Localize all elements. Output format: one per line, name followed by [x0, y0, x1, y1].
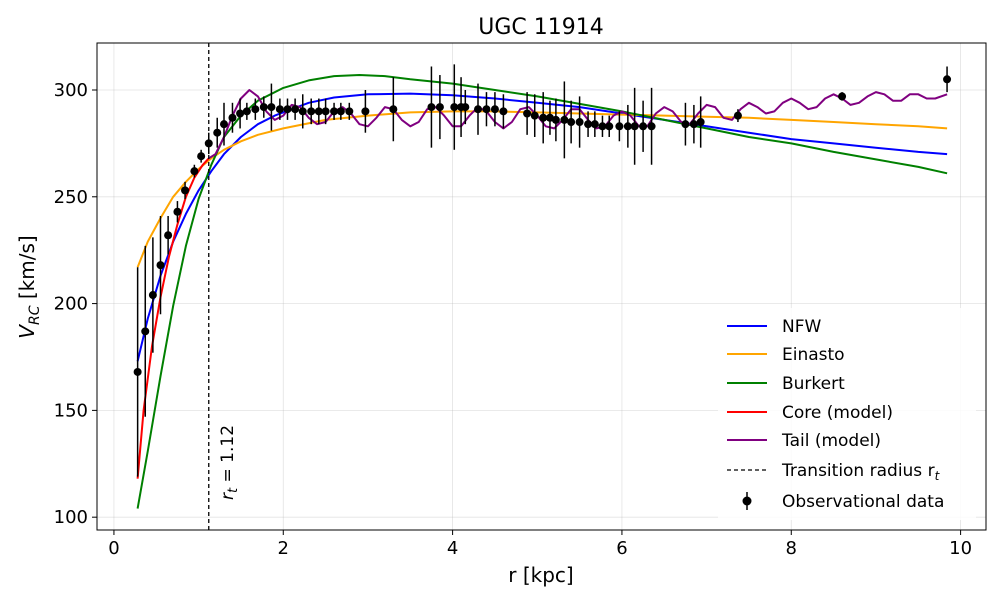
- data-point: [689, 120, 698, 129]
- x-tick-label: 6: [616, 538, 627, 559]
- data-point: [336, 107, 345, 116]
- data-point: [298, 107, 307, 116]
- data-point: [164, 231, 173, 240]
- data-point: [251, 105, 260, 114]
- data-point: [181, 186, 190, 195]
- data-point: [598, 122, 607, 131]
- data-point: [427, 103, 436, 112]
- data-point: [615, 122, 624, 131]
- data-point: [197, 152, 206, 161]
- data-point: [291, 105, 300, 114]
- data-point: [474, 105, 482, 114]
- data-point: [242, 107, 251, 116]
- data-point: [539, 113, 548, 122]
- y-tick-label: 300: [54, 80, 88, 101]
- data-point: [435, 103, 444, 112]
- y-tick-label: 250: [54, 187, 88, 208]
- data-point: [575, 118, 584, 127]
- data-point: [314, 107, 323, 116]
- data-point: [330, 107, 339, 116]
- data-point: [307, 107, 316, 116]
- data-point: [204, 139, 213, 148]
- data-point: [681, 120, 690, 129]
- grid: [97, 43, 986, 530]
- legend-label-einasto: Einasto: [782, 345, 845, 365]
- series-line-burkert: [136, 74, 948, 509]
- x-axis-label: r [kpc]: [508, 563, 573, 587]
- plot-frame: [96, 42, 987, 531]
- data-point: [943, 75, 952, 84]
- data-point: [283, 105, 292, 114]
- data-point: [345, 107, 354, 116]
- data-point: [275, 105, 284, 114]
- series-line-einasto: [136, 110, 948, 268]
- legend-label-burkert: Burkert: [782, 374, 845, 394]
- data-point: [647, 122, 656, 131]
- data-point: [361, 107, 370, 116]
- data-point: [551, 115, 560, 124]
- data-point: [461, 103, 470, 112]
- data-point: [605, 122, 614, 131]
- x-tick-label: 2: [278, 538, 289, 559]
- legend-label-transition: Transition radius rt: [781, 461, 941, 483]
- legend-label-observations: Observational data: [782, 492, 944, 512]
- data-point: [523, 109, 532, 118]
- data-point: [213, 128, 222, 137]
- legend: NFW Einasto Burkert Core (model) Tail (m…: [718, 308, 976, 520]
- data-point: [630, 122, 639, 131]
- data-point: [450, 103, 459, 112]
- series-line-nfw: [136, 92, 948, 362]
- data-point: [530, 111, 539, 120]
- y-tick-label: 150: [54, 400, 88, 421]
- data-point: [733, 111, 742, 120]
- x-axis-ticks: 0 2 4 6 8 10: [108, 530, 972, 559]
- legend-box: [718, 308, 976, 520]
- data-point: [236, 109, 245, 118]
- data-point: [220, 120, 228, 129]
- data-point: [389, 105, 398, 114]
- data-point: [141, 327, 150, 336]
- data-point: [156, 261, 165, 270]
- y-tick-label: 200: [54, 294, 88, 315]
- data-point: [259, 103, 268, 112]
- observational-data: [133, 64, 952, 477]
- y-tick-label: 100: [54, 507, 88, 528]
- data-point: [623, 122, 632, 131]
- data-point: [267, 103, 276, 112]
- x-tick-label: 4: [447, 538, 458, 559]
- transition-radius-annotation: rt = 1.12: [218, 425, 241, 500]
- data-point: [228, 113, 237, 122]
- y-axis-ticks: 100 150 200 250 300: [54, 80, 97, 528]
- x-tick-label: 10: [949, 538, 972, 559]
- chart-title: UGC 11914: [478, 15, 604, 40]
- data-point: [560, 115, 569, 124]
- data-point: [173, 207, 182, 216]
- data-point: [639, 122, 648, 131]
- series-line-core-model: [136, 157, 210, 479]
- data-point: [482, 105, 491, 114]
- data-point: [584, 120, 593, 129]
- data-point: [838, 92, 847, 101]
- data-point: [190, 167, 199, 176]
- data-point: [499, 107, 508, 116]
- x-tick-label: 8: [786, 538, 797, 559]
- data-point: [696, 118, 705, 127]
- legend-marker-observations: [742, 496, 752, 506]
- legend-label-nfw: NFW: [782, 317, 821, 337]
- legend-label-core: Core (model): [782, 403, 893, 423]
- x-tick-label: 0: [108, 538, 119, 559]
- y-axis-label: VRC [km/s]: [15, 235, 43, 338]
- data-point: [490, 105, 499, 114]
- data-point: [321, 107, 330, 116]
- legend-label-tail: Tail (model): [781, 431, 881, 451]
- data-point: [148, 291, 157, 300]
- series-line-tail-model: [208, 89, 948, 160]
- data-point: [133, 367, 142, 376]
- data-point: [590, 120, 599, 129]
- data-point: [567, 118, 576, 127]
